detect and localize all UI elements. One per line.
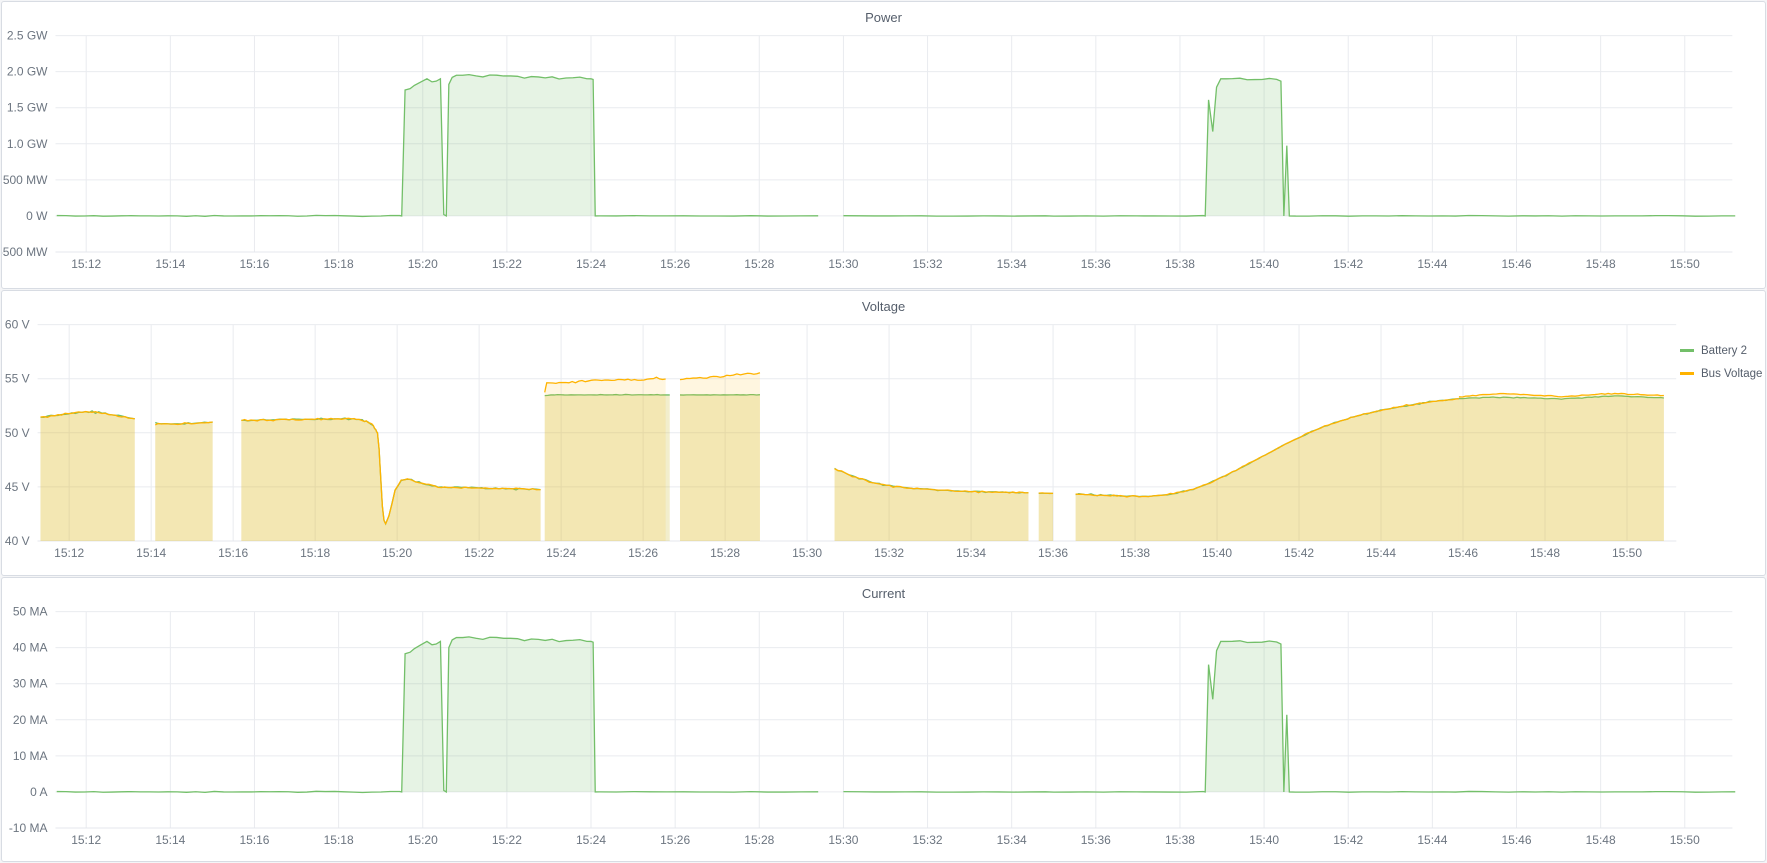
svg-text:10 MA: 10 MA — [13, 749, 48, 763]
svg-text:15:40: 15:40 — [1202, 546, 1232, 560]
svg-text:50 V: 50 V — [5, 425, 30, 439]
svg-text:30 MA: 30 MA — [13, 677, 48, 691]
svg-text:15:44: 15:44 — [1417, 833, 1447, 847]
svg-text:15:40: 15:40 — [1249, 833, 1279, 847]
svg-text:15:26: 15:26 — [628, 546, 658, 560]
svg-text:15:34: 15:34 — [997, 257, 1027, 271]
svg-text:15:16: 15:16 — [239, 257, 269, 271]
svg-text:15:20: 15:20 — [408, 833, 438, 847]
svg-text:15:22: 15:22 — [492, 257, 522, 271]
svg-text:15:28: 15:28 — [744, 833, 774, 847]
svg-text:15:48: 15:48 — [1530, 546, 1560, 560]
svg-text:50 MA: 50 MA — [13, 605, 48, 619]
svg-text:15:20: 15:20 — [408, 257, 438, 271]
svg-text:15:26: 15:26 — [660, 833, 690, 847]
svg-text:15:40: 15:40 — [1249, 257, 1279, 271]
svg-text:15:30: 15:30 — [792, 546, 822, 560]
svg-text:1.5 GW: 1.5 GW — [7, 101, 48, 115]
svg-text:15:26: 15:26 — [660, 257, 690, 271]
svg-text:15:38: 15:38 — [1120, 546, 1150, 560]
svg-text:15:16: 15:16 — [218, 546, 248, 560]
svg-text:15:18: 15:18 — [300, 546, 330, 560]
svg-text:15:16: 15:16 — [239, 833, 269, 847]
svg-text:15:14: 15:14 — [155, 833, 185, 847]
svg-text:15:48: 15:48 — [1586, 257, 1616, 271]
svg-text:15:32: 15:32 — [913, 833, 943, 847]
svg-text:15:38: 15:38 — [1165, 833, 1195, 847]
svg-text:15:34: 15:34 — [997, 833, 1027, 847]
svg-text:1.0 GW: 1.0 GW — [7, 137, 48, 151]
svg-text:45 V: 45 V — [5, 480, 30, 494]
svg-text:15:50: 15:50 — [1612, 546, 1642, 560]
svg-text:15:38: 15:38 — [1165, 257, 1195, 271]
svg-text:15:44: 15:44 — [1366, 546, 1396, 560]
svg-text:15:12: 15:12 — [71, 257, 101, 271]
svg-text:15:32: 15:32 — [874, 546, 904, 560]
svg-text:15:36: 15:36 — [1081, 833, 1111, 847]
svg-text:15:36: 15:36 — [1038, 546, 1068, 560]
svg-text:15:24: 15:24 — [576, 833, 606, 847]
svg-text:15:14: 15:14 — [155, 257, 185, 271]
svg-text:0 A: 0 A — [30, 785, 47, 799]
svg-text:55 V: 55 V — [5, 371, 30, 385]
svg-text:15:36: 15:36 — [1081, 257, 1111, 271]
svg-text:15:50: 15:50 — [1670, 257, 1700, 271]
svg-text:15:46: 15:46 — [1501, 833, 1531, 847]
svg-text:15:14: 15:14 — [136, 546, 166, 560]
svg-text:15:22: 15:22 — [492, 833, 522, 847]
svg-text:15:12: 15:12 — [54, 546, 84, 560]
svg-text:15:22: 15:22 — [464, 546, 494, 560]
svg-text:15:34: 15:34 — [956, 546, 986, 560]
svg-text:15:42: 15:42 — [1284, 546, 1314, 560]
svg-text:60 V: 60 V — [5, 317, 30, 331]
svg-text:2.5 GW: 2.5 GW — [7, 29, 48, 43]
svg-text:15:42: 15:42 — [1333, 833, 1363, 847]
svg-text:20 MA: 20 MA — [13, 713, 48, 727]
svg-text:40 MA: 40 MA — [13, 641, 48, 655]
svg-text:15:28: 15:28 — [710, 546, 740, 560]
svg-text:15:20: 15:20 — [382, 546, 412, 560]
svg-text:15:30: 15:30 — [828, 833, 858, 847]
svg-text:15:18: 15:18 — [324, 833, 354, 847]
svg-text:15:32: 15:32 — [913, 257, 943, 271]
svg-text:15:18: 15:18 — [324, 257, 354, 271]
svg-text:500 MW: 500 MW — [3, 173, 48, 187]
svg-text:15:24: 15:24 — [546, 546, 576, 560]
svg-text:0 W: 0 W — [26, 209, 48, 223]
svg-text:15:30: 15:30 — [828, 257, 858, 271]
svg-text:15:28: 15:28 — [744, 257, 774, 271]
svg-text:15:46: 15:46 — [1501, 257, 1531, 271]
svg-text:-10 MA: -10 MA — [9, 821, 48, 835]
svg-text:40 V: 40 V — [5, 534, 30, 548]
svg-text:15:48: 15:48 — [1586, 833, 1616, 847]
svg-text:-500 MW: -500 MW — [2, 245, 48, 259]
svg-text:15:50: 15:50 — [1670, 833, 1700, 847]
svg-text:15:42: 15:42 — [1333, 257, 1363, 271]
svg-text:15:46: 15:46 — [1448, 546, 1478, 560]
svg-text:15:44: 15:44 — [1417, 257, 1447, 271]
svg-text:15:24: 15:24 — [576, 257, 606, 271]
svg-text:15:12: 15:12 — [71, 833, 101, 847]
svg-text:2.0 GW: 2.0 GW — [7, 65, 48, 79]
